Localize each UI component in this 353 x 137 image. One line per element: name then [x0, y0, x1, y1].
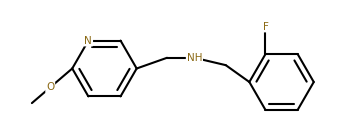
Text: O: O — [46, 82, 54, 92]
Text: F: F — [263, 22, 268, 32]
Text: N: N — [84, 36, 92, 46]
Text: NH: NH — [187, 53, 202, 63]
